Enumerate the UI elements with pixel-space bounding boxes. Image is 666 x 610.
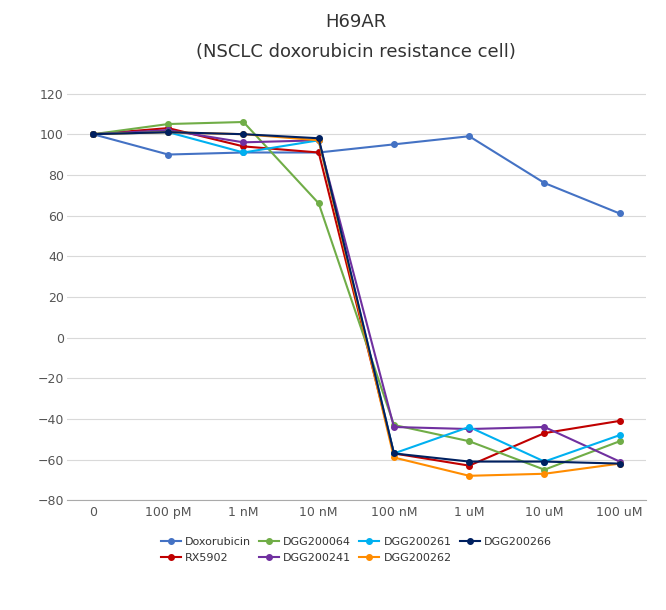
DGG200261 xyxy=(89,131,97,138)
DGG200241 xyxy=(615,458,623,465)
Line: RX5902: RX5902 xyxy=(90,125,623,468)
Doxorubicin xyxy=(315,149,323,156)
DGG200064 xyxy=(615,437,623,445)
Line: Doxorubicin: Doxorubicin xyxy=(90,131,623,217)
DGG200266 xyxy=(89,131,97,138)
Title: H69AR
(NSCLC doxorubicin resistance cell): H69AR (NSCLC doxorubicin resistance cell… xyxy=(196,13,516,60)
DGG200261 xyxy=(465,423,473,431)
RX5902 xyxy=(89,131,97,138)
DGG200262 xyxy=(390,454,398,461)
DGG200064 xyxy=(315,199,323,207)
RX5902 xyxy=(240,143,248,150)
Doxorubicin xyxy=(615,210,623,217)
Line: DGG200064: DGG200064 xyxy=(90,119,623,473)
RX5902 xyxy=(390,450,398,457)
DGG200261 xyxy=(315,137,323,144)
DGG200261 xyxy=(240,149,248,156)
Doxorubicin xyxy=(165,151,172,158)
RX5902 xyxy=(315,149,323,156)
DGG200261 xyxy=(165,129,172,136)
DGG200262 xyxy=(89,131,97,138)
RX5902 xyxy=(615,417,623,425)
DGG200241 xyxy=(315,137,323,144)
Line: DGG200266: DGG200266 xyxy=(90,129,623,467)
RX5902 xyxy=(165,124,172,132)
Line: DGG200262: DGG200262 xyxy=(90,129,623,479)
Doxorubicin xyxy=(465,132,473,140)
DGG200266 xyxy=(465,458,473,465)
DGG200261 xyxy=(390,450,398,457)
Line: DGG200261: DGG200261 xyxy=(90,129,623,464)
RX5902 xyxy=(465,462,473,469)
DGG200261 xyxy=(540,458,548,465)
RX5902 xyxy=(540,429,548,437)
DGG200266 xyxy=(240,131,248,138)
DGG200262 xyxy=(240,131,248,138)
DGG200262 xyxy=(165,129,172,136)
DGG200261 xyxy=(615,431,623,439)
DGG200262 xyxy=(540,470,548,478)
DGG200241 xyxy=(89,131,97,138)
Line: DGG200241: DGG200241 xyxy=(90,127,623,464)
Doxorubicin xyxy=(390,141,398,148)
DGG200064 xyxy=(165,120,172,127)
DGG200241 xyxy=(390,423,398,431)
Doxorubicin xyxy=(240,149,248,156)
DGG200262 xyxy=(615,460,623,467)
DGG200266 xyxy=(165,129,172,136)
DGG200266 xyxy=(315,135,323,142)
DGG200241 xyxy=(240,138,248,146)
DGG200262 xyxy=(315,137,323,144)
DGG200241 xyxy=(540,423,548,431)
Legend: Doxorubicin, RX5902, DGG200064, DGG200241, DGG200261, DGG200262, DGG200266: Doxorubicin, RX5902, DGG200064, DGG20024… xyxy=(156,533,557,567)
DGG200266 xyxy=(615,460,623,467)
DGG200064 xyxy=(240,118,248,126)
DGG200266 xyxy=(390,450,398,457)
DGG200064 xyxy=(540,466,548,473)
Doxorubicin xyxy=(540,179,548,187)
DGG200262 xyxy=(465,472,473,479)
DGG200266 xyxy=(540,458,548,465)
DGG200241 xyxy=(465,425,473,432)
DGG200064 xyxy=(390,422,398,429)
DGG200241 xyxy=(165,126,172,134)
DGG200064 xyxy=(89,131,97,138)
Doxorubicin xyxy=(89,131,97,138)
DGG200064 xyxy=(465,437,473,445)
